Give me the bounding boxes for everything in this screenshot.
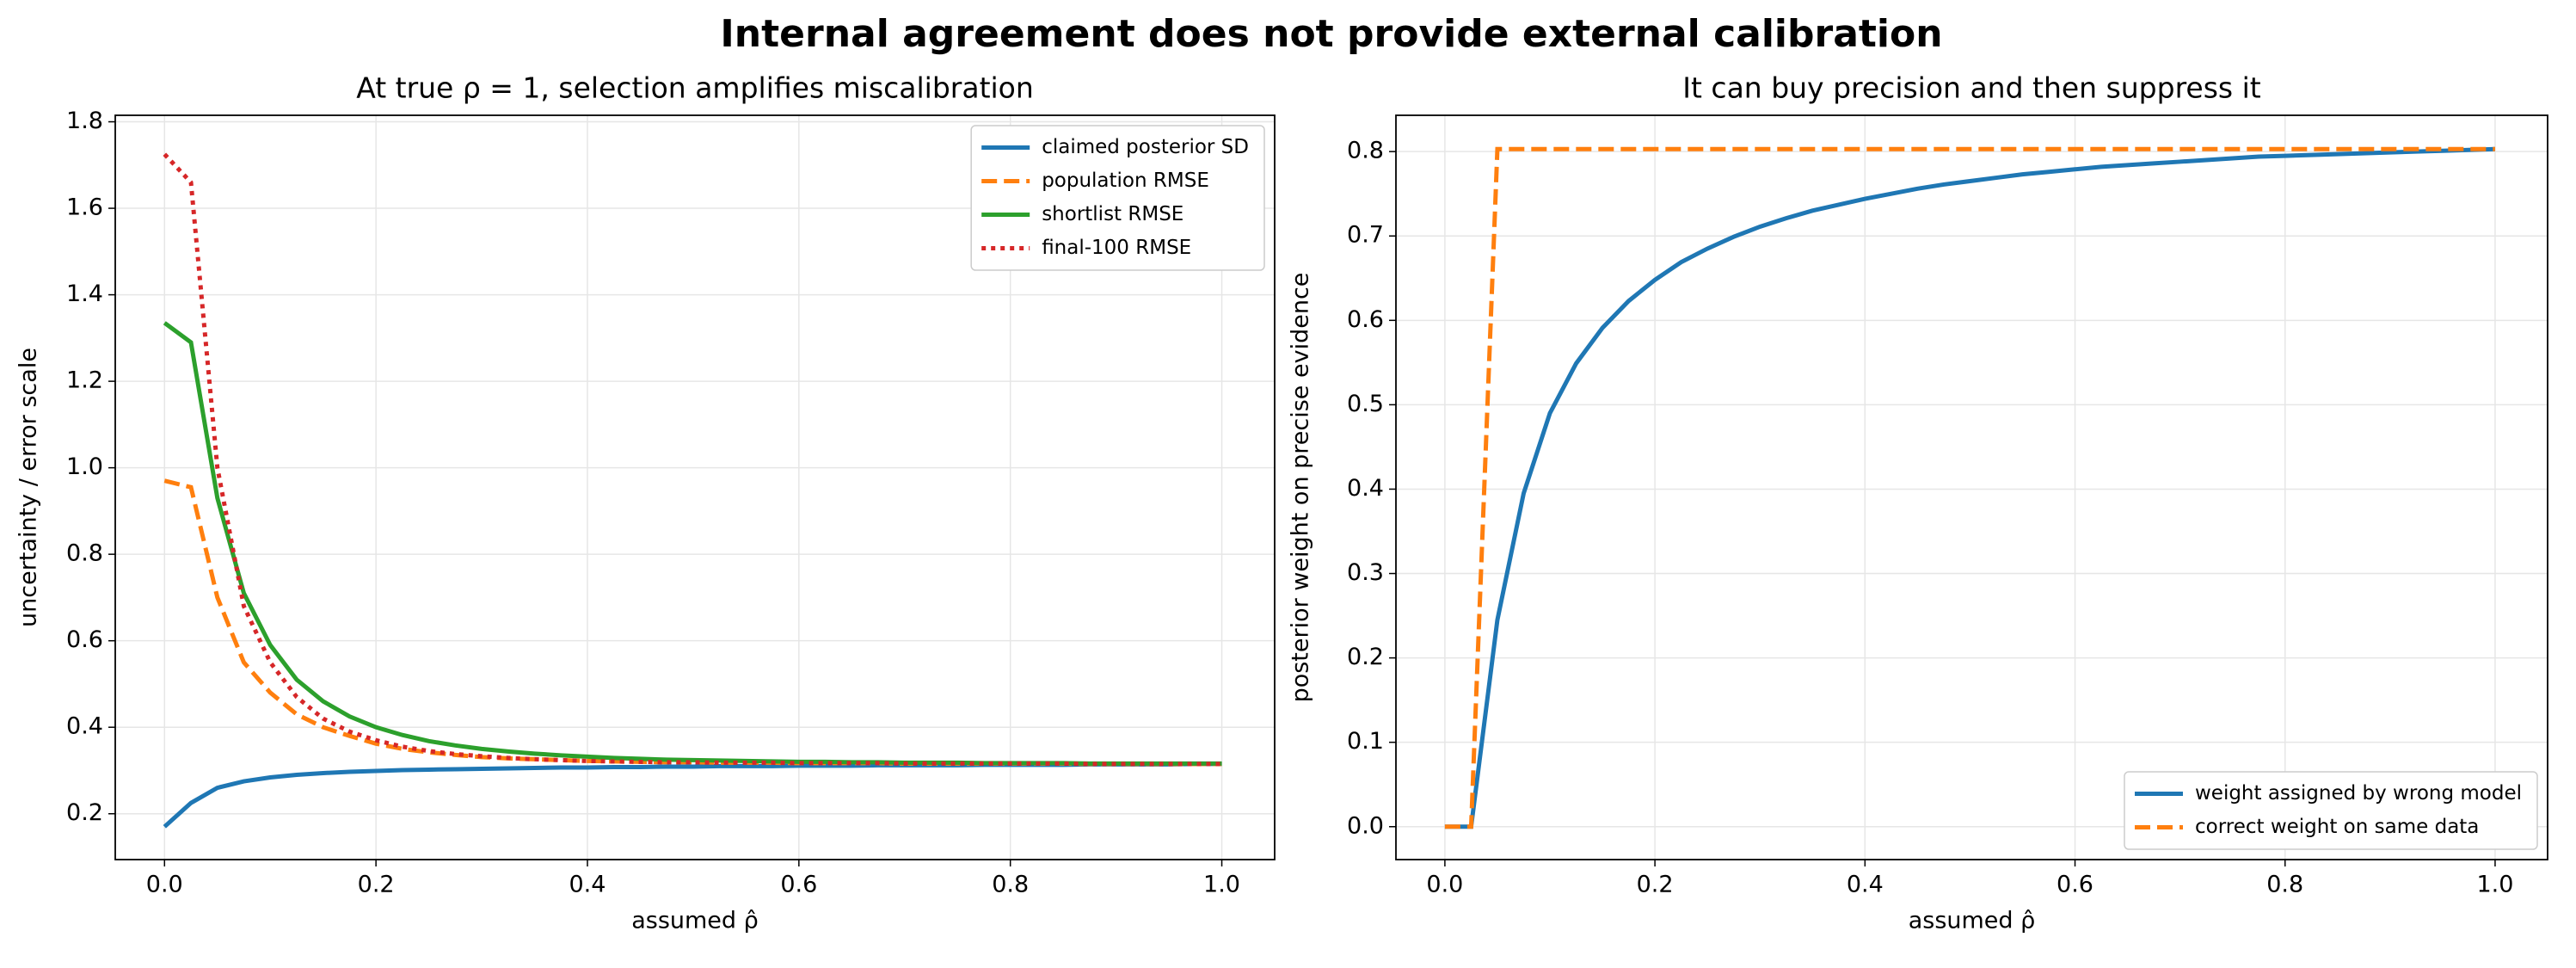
legend-label: final-100 RMSE bbox=[1042, 237, 1191, 259]
y-tick-label: 1.8 bbox=[66, 108, 103, 134]
series-line bbox=[163, 152, 1222, 767]
x-tick-label: 0.0 bbox=[146, 872, 183, 898]
x-tick-label: 1.0 bbox=[2476, 872, 2513, 898]
series-line bbox=[1444, 146, 2496, 829]
y-tick-label: 0.4 bbox=[1347, 475, 1384, 502]
x-tick-label: 0.2 bbox=[358, 872, 395, 898]
y-tick-label: 0.8 bbox=[1347, 138, 1384, 164]
legend-box bbox=[970, 125, 1265, 271]
y-tick-label: 1.2 bbox=[66, 367, 103, 394]
y-tick-label: 0.6 bbox=[1347, 306, 1384, 333]
series-line bbox=[163, 321, 1222, 766]
legend-label: claimed posterior SD bbox=[1042, 136, 1249, 158]
x-tick-label: 0.8 bbox=[992, 872, 1029, 898]
y-tick-label: 0.3 bbox=[1347, 559, 1384, 586]
y-tick-label: 1.0 bbox=[66, 453, 103, 480]
x-axis-label: assumed ρ̂ bbox=[1909, 908, 2036, 934]
legend-label: population RMSE bbox=[1042, 170, 1209, 192]
y-tick-label: 0.8 bbox=[66, 540, 103, 567]
plot-frame bbox=[1395, 114, 2548, 860]
y-tick-label: 0.6 bbox=[66, 626, 103, 653]
x-tick-label: 0.4 bbox=[569, 872, 606, 898]
figure-title: Internal agreement does not provide exte… bbox=[720, 12, 1942, 56]
x-tick-label: 0.6 bbox=[780, 872, 817, 898]
chart-title: It can buy precision and then suppress i… bbox=[1682, 71, 2261, 105]
y-tick-label: 1.6 bbox=[66, 194, 103, 221]
x-tick-label: 1.0 bbox=[1203, 872, 1240, 898]
y-tick-label: 0.1 bbox=[1347, 728, 1384, 755]
legend-label: correct weight on same data bbox=[2195, 816, 2479, 838]
x-tick-label: 0.6 bbox=[2056, 872, 2093, 898]
y-tick-label: 0.4 bbox=[66, 713, 103, 740]
legend-label: shortlist RMSE bbox=[1042, 203, 1183, 225]
y-tick-label: 0.2 bbox=[1347, 644, 1384, 670]
legend-label: weight assigned by wrong model bbox=[2195, 782, 2522, 805]
x-tick-label: 0.4 bbox=[1847, 872, 1884, 898]
series-line bbox=[163, 478, 1222, 767]
y-tick-label: 0.5 bbox=[1347, 391, 1384, 417]
chart-title: At true ρ = 1, selection amplifies misca… bbox=[356, 71, 1034, 105]
y-axis-label: uncertainty / error scale bbox=[15, 348, 42, 627]
x-tick-label: 0.2 bbox=[1637, 872, 1674, 898]
x-tick-label: 0.8 bbox=[2266, 872, 2303, 898]
y-tick-label: 0.7 bbox=[1347, 222, 1384, 249]
legend-box bbox=[2124, 771, 2538, 850]
y-tick-label: 1.4 bbox=[66, 281, 103, 307]
plot-frame bbox=[114, 114, 1276, 860]
y-axis-label: posterior weight on precise evidence bbox=[1288, 273, 1314, 703]
x-axis-label: assumed ρ̂ bbox=[631, 908, 759, 934]
x-tick-label: 0.0 bbox=[1426, 872, 1463, 898]
series-line bbox=[1444, 146, 2495, 829]
legend: claimed posterior SD population RMSE short… bbox=[970, 125, 1265, 271]
y-tick-label: 0.0 bbox=[1347, 812, 1384, 839]
y-tick-label: 0.2 bbox=[66, 799, 103, 826]
series-line bbox=[163, 761, 1222, 829]
legend: weight assigned by wrong model correct we… bbox=[2124, 771, 2538, 850]
